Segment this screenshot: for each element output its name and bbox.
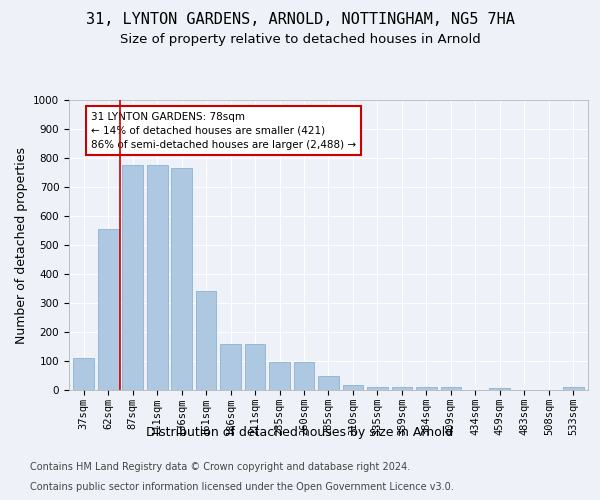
Text: Contains HM Land Registry data © Crown copyright and database right 2024.: Contains HM Land Registry data © Crown c… — [30, 462, 410, 472]
Text: Size of property relative to detached houses in Arnold: Size of property relative to detached ho… — [119, 32, 481, 46]
Bar — [73, 358, 94, 390]
Bar — [392, 386, 412, 390]
Text: Contains public sector information licensed under the Open Government Licence v3: Contains public sector information licen… — [30, 482, 454, 492]
Bar — [245, 344, 265, 390]
Text: Distribution of detached houses by size in Arnold: Distribution of detached houses by size … — [146, 426, 454, 439]
Bar — [440, 387, 461, 390]
Bar — [343, 385, 364, 390]
Bar — [122, 166, 143, 390]
Bar — [147, 166, 167, 390]
Bar — [318, 376, 339, 390]
Y-axis label: Number of detached properties: Number of detached properties — [14, 146, 28, 344]
Bar — [416, 387, 437, 390]
Bar — [367, 386, 388, 390]
Bar — [220, 344, 241, 390]
Bar — [490, 388, 510, 390]
Bar — [196, 292, 217, 390]
Bar — [98, 229, 119, 390]
Bar — [563, 386, 584, 390]
Text: 31, LYNTON GARDENS, ARNOLD, NOTTINGHAM, NG5 7HA: 31, LYNTON GARDENS, ARNOLD, NOTTINGHAM, … — [86, 12, 514, 28]
Bar — [293, 362, 314, 390]
Text: 31 LYNTON GARDENS: 78sqm
← 14% of detached houses are smaller (421)
86% of semi-: 31 LYNTON GARDENS: 78sqm ← 14% of detach… — [91, 112, 356, 150]
Bar — [269, 362, 290, 390]
Bar — [171, 168, 192, 390]
